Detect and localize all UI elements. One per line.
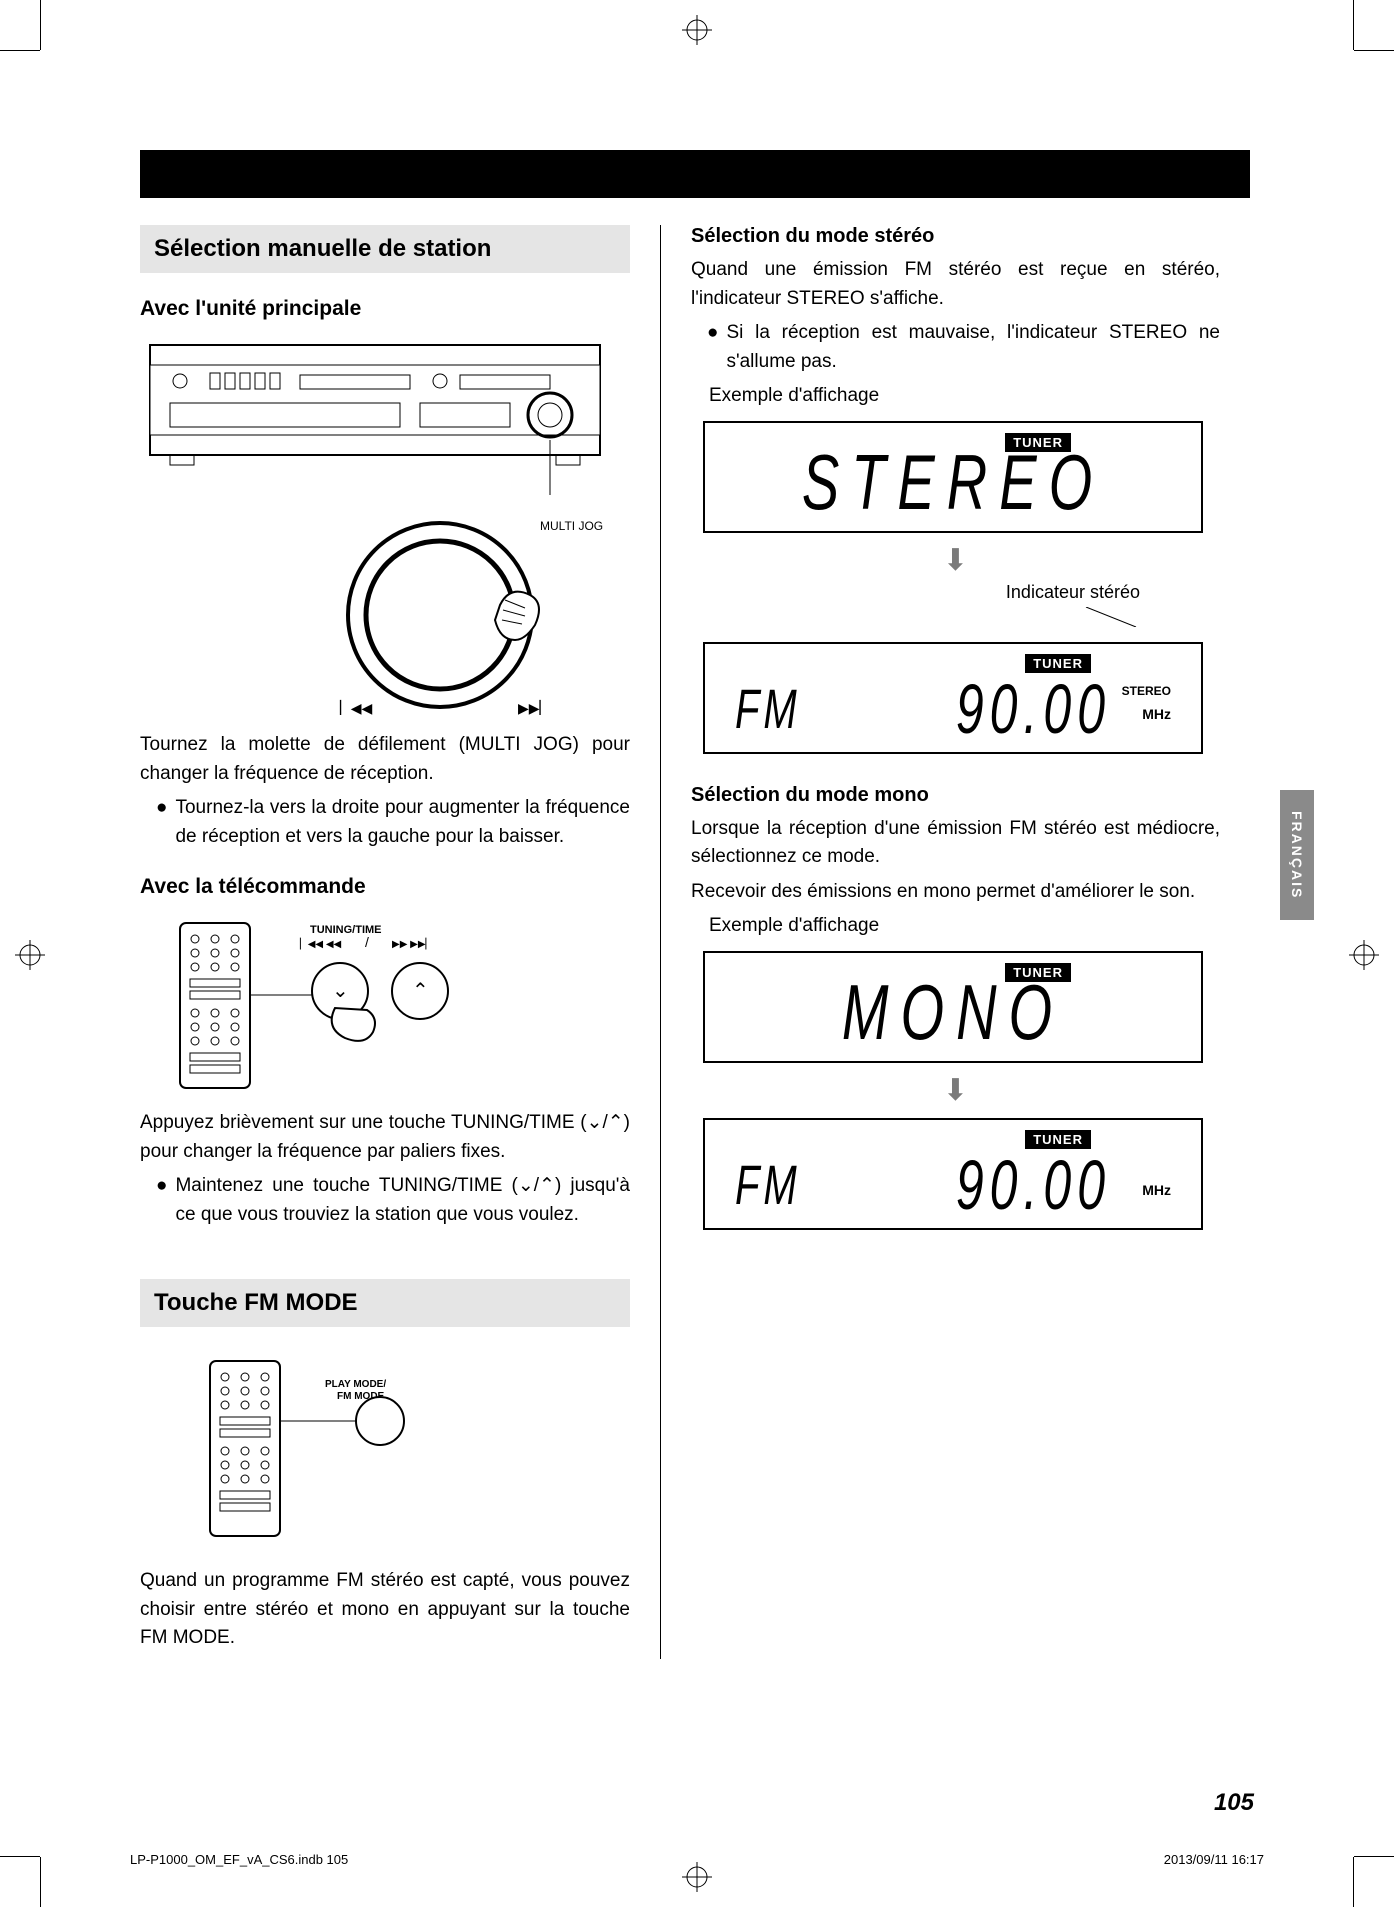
subheader-remote: Avec la télécommande bbox=[140, 875, 630, 899]
body-fmmode: Quand un programme FM stéréo est capté, … bbox=[140, 1567, 630, 1653]
body-mono-p1: Lorsque la réception d'une émission FM s… bbox=[691, 815, 1220, 872]
registration-mark-icon bbox=[682, 1862, 712, 1892]
crop-mark bbox=[1353, 1857, 1354, 1907]
lcd-mhz-label: MHz bbox=[1142, 706, 1171, 722]
lcd-fm-label: FM bbox=[735, 1155, 801, 1218]
down-arrow-icon: ⬇ bbox=[691, 1073, 1220, 1108]
registration-mark-icon bbox=[682, 15, 712, 45]
body-mono-p2: Recevoir des émissions en mono permet d'… bbox=[691, 878, 1220, 907]
bullet-icon: ● bbox=[156, 794, 167, 851]
body-multijog: Tournez la molette de défilement (MULTI … bbox=[140, 731, 630, 788]
svg-text:▏◀◀: ▏◀◀ bbox=[339, 699, 373, 715]
bullet-stereo-bad: ● Si la réception est mauvaise, l'indica… bbox=[691, 319, 1220, 376]
lcd-display-stereo-text: TUNER STEREO bbox=[703, 421, 1203, 533]
crop-mark bbox=[1354, 1856, 1394, 1857]
svg-text:▶▶▏: ▶▶▏ bbox=[518, 699, 550, 715]
lcd-stereo-indicator: STEREO bbox=[1122, 684, 1171, 698]
crop-mark bbox=[40, 1857, 41, 1907]
svg-text:⌃: ⌃ bbox=[412, 980, 429, 1002]
lcd-mhz-label: MHz bbox=[1142, 1182, 1171, 1198]
svg-text:▶▶ ▶▶▏: ▶▶ ▶▶▏ bbox=[392, 937, 433, 950]
footer-timestamp: 2013/09/11 16:17 bbox=[1164, 1852, 1264, 1867]
page-header-bar bbox=[140, 150, 1250, 198]
multi-jog-label: MULTI JOG bbox=[540, 519, 603, 533]
svg-text:▏◀◀ ◀◀: ▏◀◀ ◀◀ bbox=[299, 937, 342, 950]
subheader-main-unit: Avec l'unité principale bbox=[140, 297, 630, 321]
bullet-turn-right: ● Tournez-la vers la droite pour augment… bbox=[140, 794, 630, 851]
bullet-hold-tuning: ● Maintenez une touche TUNING/TIME (⌄/⌃)… bbox=[140, 1172, 630, 1229]
lcd-fm-label: FM bbox=[735, 679, 801, 742]
body-press-tuning: Appuyez brièvement sur une touche TUNING… bbox=[140, 1109, 630, 1166]
section-title-fm-mode: Touche FM MODE bbox=[140, 1279, 630, 1327]
lcd-big-text: STEREO bbox=[802, 436, 1104, 527]
bullet-icon: ● bbox=[156, 1172, 167, 1229]
remote-fmmode-diagram: PLAY MODE/ FM MODE bbox=[140, 1351, 630, 1551]
bullet-icon: ● bbox=[707, 319, 718, 376]
crop-mark bbox=[0, 1856, 40, 1857]
crop-mark bbox=[0, 50, 40, 51]
crop-mark bbox=[1354, 50, 1394, 51]
lcd-display-fm-mono: TUNER FM 90.00 MHz bbox=[703, 1118, 1203, 1230]
subheader-mono-mode: Sélection du mode mono bbox=[691, 784, 1220, 807]
subheader-stereo-mode: Sélection du mode stéréo bbox=[691, 225, 1220, 248]
language-tab: FRANÇAIS bbox=[1280, 790, 1314, 920]
lcd-display-fm-stereo: TUNER STEREO FM 90.00 MHz bbox=[703, 642, 1203, 754]
right-column: Sélection du mode stéréo Quand une émiss… bbox=[660, 225, 1220, 1659]
crop-mark bbox=[1353, 0, 1354, 50]
left-column: Sélection manuelle de station Avec l'uni… bbox=[140, 225, 660, 1659]
content-area: Sélection manuelle de station Avec l'uni… bbox=[140, 225, 1250, 1659]
stereo-indicator-label: Indicateur stéréo bbox=[691, 582, 1220, 603]
crop-mark bbox=[40, 0, 41, 50]
svg-text:/: / bbox=[365, 934, 369, 950]
lcd-frequency: 90.00 bbox=[956, 668, 1111, 749]
lcd-display-mono-text: TUNER MONO bbox=[703, 951, 1203, 1063]
example-label-1: Exemple d'affichage bbox=[691, 382, 1220, 411]
registration-mark-icon bbox=[1349, 940, 1379, 970]
down-arrow-icon: ⬇ bbox=[691, 543, 1220, 578]
lcd-frequency: 90.00 bbox=[956, 1144, 1111, 1225]
svg-text:⌄: ⌄ bbox=[332, 980, 349, 1002]
body-stereo-p1: Quand une émission FM stéréo est reçue e… bbox=[691, 256, 1220, 313]
section-title-manual-tuning: Sélection manuelle de station bbox=[140, 225, 630, 273]
remote-tuning-diagram: TUNING/TIME ▏◀◀ ◀◀ ▶▶ ▶▶▏ / ⌄ ⌃ bbox=[140, 913, 630, 1093]
main-unit-diagram: MULTI JOG ▏◀◀ ▶▶▏ ⌄ ⌃ bbox=[140, 335, 630, 715]
example-label-2: Exemple d'affichage bbox=[691, 912, 1220, 941]
registration-mark-icon bbox=[15, 940, 45, 970]
annotation-line bbox=[691, 607, 1220, 632]
svg-text:TUNING/TIME: TUNING/TIME bbox=[310, 924, 382, 936]
svg-text:PLAY MODE/: PLAY MODE/ bbox=[325, 1379, 386, 1390]
lcd-big-text: MONO bbox=[842, 966, 1064, 1057]
page-number: 105 bbox=[1214, 1789, 1254, 1817]
footer-filename: LP-P1000_OM_EF_vA_CS6.indb 105 bbox=[130, 1852, 348, 1867]
